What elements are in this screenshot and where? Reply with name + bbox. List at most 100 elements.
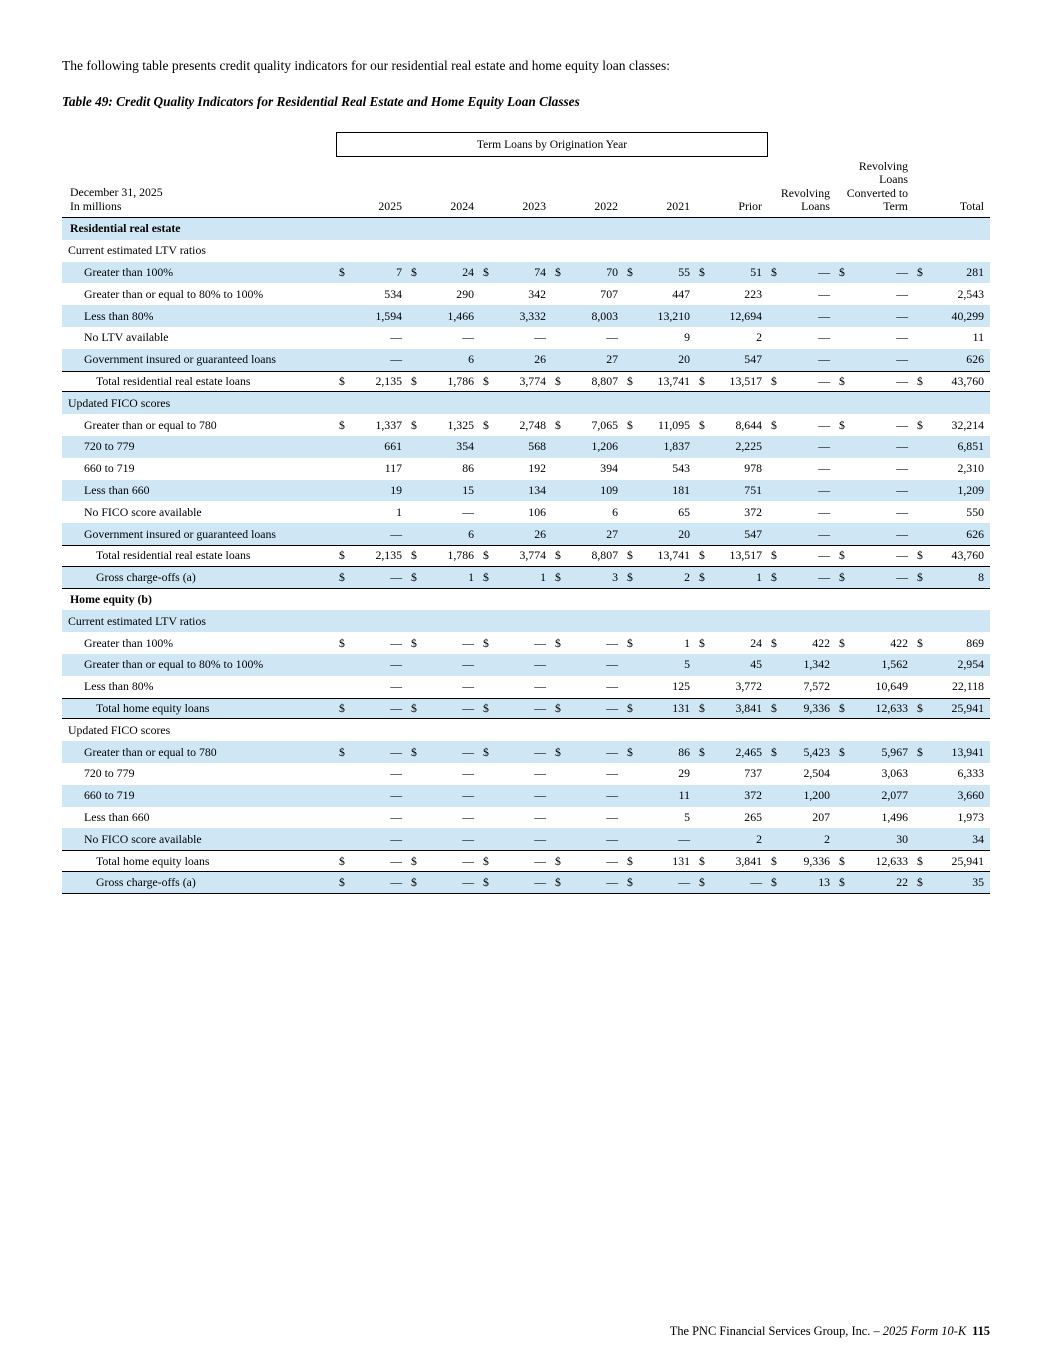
cell-value: 265 bbox=[696, 810, 768, 825]
row-label: Home equity (b) bbox=[70, 591, 152, 606]
cell-value: 8,003 bbox=[552, 309, 624, 324]
cell-number: 1,973 bbox=[957, 809, 984, 824]
cell-value: 2,225 bbox=[696, 439, 768, 454]
cell-value: $ — bbox=[552, 701, 624, 716]
cell-value: $3,841 bbox=[696, 701, 768, 716]
cell-number: 27 bbox=[606, 352, 618, 367]
table-row-subsection: Updated FICO scores bbox=[62, 392, 990, 415]
cell-value: $ — bbox=[408, 745, 480, 760]
cell-number: 1 bbox=[540, 569, 546, 584]
dollar-sign: $ bbox=[555, 635, 561, 650]
dollar-sign: $ bbox=[699, 635, 705, 650]
row-label: Government insured or guaranteed loans bbox=[84, 526, 276, 541]
cell-number: 3,774 bbox=[519, 373, 546, 388]
cell-number: 192 bbox=[528, 461, 546, 476]
cell-number: 20 bbox=[678, 352, 690, 367]
cell-value: $ — bbox=[768, 570, 836, 585]
cell-number: 6,851 bbox=[957, 439, 984, 454]
cell-number: 13,741 bbox=[657, 373, 690, 388]
cell-value: 26 bbox=[480, 352, 552, 367]
cell-number: 2,135 bbox=[375, 373, 402, 388]
row-label: Total residential real estate loans bbox=[96, 548, 251, 563]
cell-number: — bbox=[534, 831, 546, 846]
cell-value: $22 bbox=[836, 875, 914, 890]
dollar-sign: $ bbox=[411, 874, 417, 889]
row-label: Total residential real estate loans bbox=[96, 373, 251, 388]
cell-number: 30 bbox=[896, 831, 908, 846]
cell-number: 9,336 bbox=[803, 700, 830, 715]
column-header-year: 2021 bbox=[666, 199, 690, 214]
dollar-sign: $ bbox=[627, 569, 633, 584]
cell-value: $ — bbox=[552, 875, 624, 890]
dollar-sign: $ bbox=[627, 853, 633, 868]
dollar-sign: $ bbox=[483, 569, 489, 584]
cell-value: 394 bbox=[552, 461, 624, 476]
column-header-revolving-converted: Revolving Loans Converted to Term bbox=[846, 158, 908, 214]
units-label: In millions bbox=[70, 199, 122, 214]
cell-number: — bbox=[462, 657, 474, 672]
cell-value: $35 bbox=[914, 875, 990, 890]
cell-number: — bbox=[462, 831, 474, 846]
cell-value: 290 bbox=[408, 287, 480, 302]
cell-number: 3,772 bbox=[735, 679, 762, 694]
cell-number: 86 bbox=[462, 461, 474, 476]
cell-number: — bbox=[534, 635, 546, 650]
cell-number: — bbox=[678, 874, 690, 889]
dollar-sign: $ bbox=[483, 853, 489, 868]
cell-value: 1 bbox=[336, 505, 408, 520]
row-label: Gross charge-offs (a) bbox=[96, 874, 196, 889]
dollar-sign: $ bbox=[699, 874, 705, 889]
column-header-year: 2022 bbox=[594, 199, 618, 214]
cell-value: 1,496 bbox=[836, 810, 914, 825]
cell-number: 20 bbox=[678, 526, 690, 541]
cell-number: 6 bbox=[468, 526, 474, 541]
cell-number: 534 bbox=[384, 286, 402, 301]
cell-value: $1 bbox=[624, 636, 696, 651]
cell-number: 3,841 bbox=[735, 700, 762, 715]
table-row-data: Greater than 100% $ — $ — $ — $ — $1 $24 $422 $422 $8… bbox=[62, 632, 990, 654]
table-row-total: Total home equity loans $ — $ — $ — $ — $131 $3,84… bbox=[62, 697, 990, 720]
dollar-sign: $ bbox=[699, 373, 705, 388]
cell-number: 9,336 bbox=[803, 853, 830, 868]
cell-value: $2,135 bbox=[336, 548, 408, 563]
cell-number: 1,837 bbox=[663, 439, 690, 454]
cell-value: — bbox=[836, 287, 914, 302]
column-header-year: 2025 bbox=[378, 199, 402, 214]
cell-value: $1,325 bbox=[408, 418, 480, 433]
cell-number: 342 bbox=[528, 286, 546, 301]
cell-number: 372 bbox=[744, 504, 762, 519]
row-label: Greater than 100% bbox=[84, 635, 174, 650]
dollar-sign: $ bbox=[411, 569, 417, 584]
cell-value: — bbox=[552, 679, 624, 694]
cell-number: 134 bbox=[528, 482, 546, 497]
cell-number: — bbox=[390, 874, 402, 889]
dollar-sign: $ bbox=[699, 417, 705, 432]
cell-value: 6 bbox=[408, 527, 480, 542]
dollar-sign: $ bbox=[555, 569, 561, 584]
cell-number: — bbox=[896, 352, 908, 367]
cell-number: — bbox=[534, 766, 546, 781]
cell-value: $25,941 bbox=[914, 701, 990, 716]
cell-value: $13,741 bbox=[624, 548, 696, 563]
cell-value: 2,954 bbox=[914, 657, 990, 672]
row-label: Less than 80% bbox=[84, 679, 154, 694]
row-label: 660 to 719 bbox=[84, 788, 135, 803]
cell-value: $55 bbox=[624, 265, 696, 280]
cell-value: $51 bbox=[696, 265, 768, 280]
cell-value: $13,517 bbox=[696, 548, 768, 563]
cell-value: $ — bbox=[408, 701, 480, 716]
cell-number: 25,941 bbox=[951, 853, 984, 868]
cell-number: 543 bbox=[672, 461, 690, 476]
cell-number: 737 bbox=[744, 766, 762, 781]
cell-value: — bbox=[408, 657, 480, 672]
cell-value: 45 bbox=[696, 657, 768, 672]
cell-value: $8,644 bbox=[696, 418, 768, 433]
cell-number: — bbox=[818, 526, 830, 541]
cell-number: 354 bbox=[456, 439, 474, 454]
cell-number: — bbox=[606, 766, 618, 781]
cell-number: 2 bbox=[684, 569, 690, 584]
cell-number: 2,748 bbox=[519, 417, 546, 432]
cell-value: 2,543 bbox=[914, 287, 990, 302]
cell-number: 7 bbox=[396, 264, 402, 279]
cell-number: — bbox=[896, 504, 908, 519]
